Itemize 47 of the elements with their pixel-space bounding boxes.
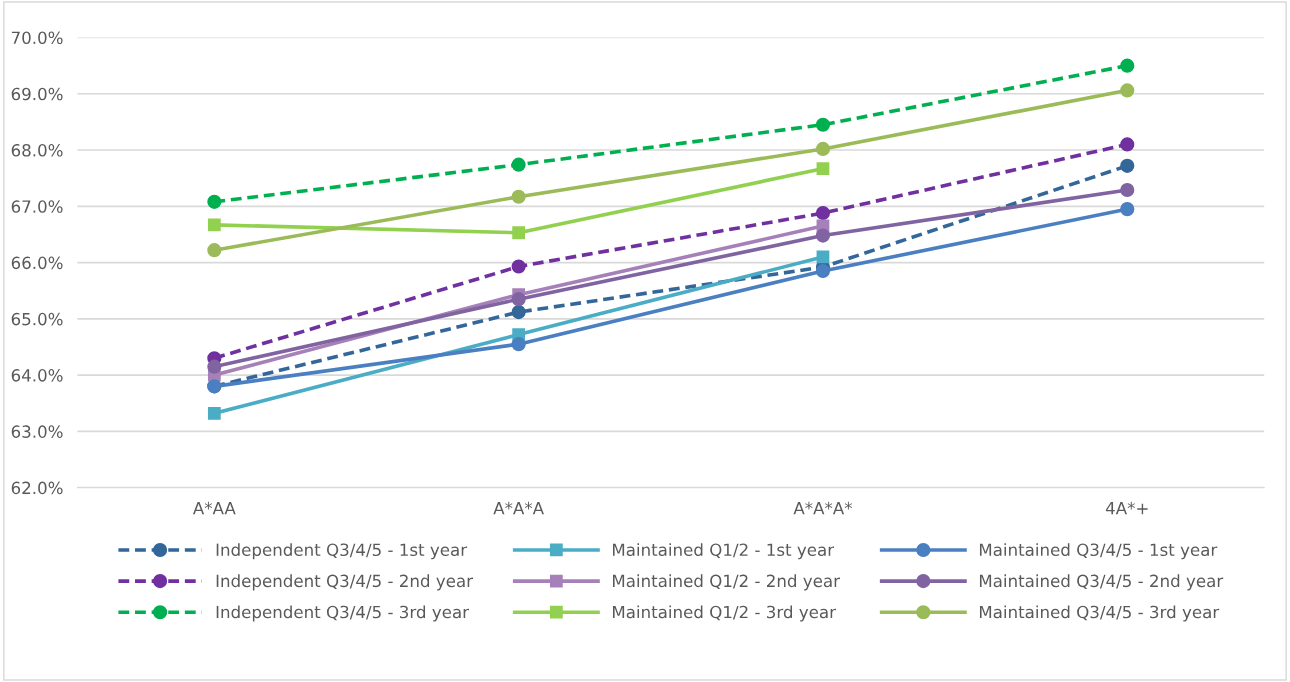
point <box>816 250 830 264</box>
point <box>1120 83 1135 98</box>
y-tick-label: 68.0% <box>11 144 63 157</box>
point <box>815 228 831 243</box>
legend-label: Maintained Q3/4/5 - 1st year <box>979 543 1218 560</box>
point <box>207 406 221 420</box>
point <box>207 359 222 374</box>
point <box>1120 202 1135 217</box>
point <box>815 263 831 279</box>
y-tick-label: 66.0% <box>11 256 63 270</box>
legend-label: Maintained Q1/2 - 1st year <box>612 543 835 560</box>
legend-label: Independent Q3/4/5 - 3rd year <box>216 605 470 622</box>
point <box>816 162 830 175</box>
point <box>207 194 222 209</box>
point <box>511 259 526 274</box>
x-tick-label: A*AA <box>192 501 236 515</box>
y-tick-label: 67.0% <box>11 200 63 213</box>
point <box>511 189 526 204</box>
point <box>1120 182 1135 198</box>
legend-label: Independent Q3/4/5 - 2nd year <box>216 574 474 591</box>
legend-label: Maintained Q3/4/5 - 2nd year <box>979 574 1224 591</box>
legend-label: Maintained Q3/4/5 - 3rd year <box>979 605 1220 622</box>
point <box>1120 137 1135 152</box>
x-tick-label: 4A*+ <box>1105 501 1148 515</box>
legend-label: Independent Q3/4/5 - 1st year <box>216 543 468 560</box>
x-tick-label: A*A*A <box>493 501 544 515</box>
point <box>511 337 526 352</box>
point <box>1120 58 1135 73</box>
y-tick-label: 63.0% <box>11 425 63 438</box>
y-tick-label: 65.0% <box>11 312 63 326</box>
y-tick-label: 62.0% <box>11 481 63 495</box>
point <box>815 141 831 157</box>
point <box>511 157 526 172</box>
point <box>207 218 221 232</box>
point <box>207 243 222 258</box>
point <box>512 226 526 240</box>
legend-label: Maintained Q1/2 - 3rd year <box>612 605 836 622</box>
point <box>815 117 831 132</box>
y-tick-label: 70.0% <box>11 31 63 45</box>
y-tick-label: 69.0% <box>11 87 63 101</box>
legend-label: Maintained Q1/2 - 2nd year <box>612 574 840 591</box>
point <box>1120 158 1135 173</box>
y-tick-label: 64.0% <box>11 369 63 382</box>
point <box>815 205 831 221</box>
point <box>511 292 526 307</box>
x-tick-label: A*A*A* <box>793 501 853 515</box>
point <box>511 304 526 320</box>
